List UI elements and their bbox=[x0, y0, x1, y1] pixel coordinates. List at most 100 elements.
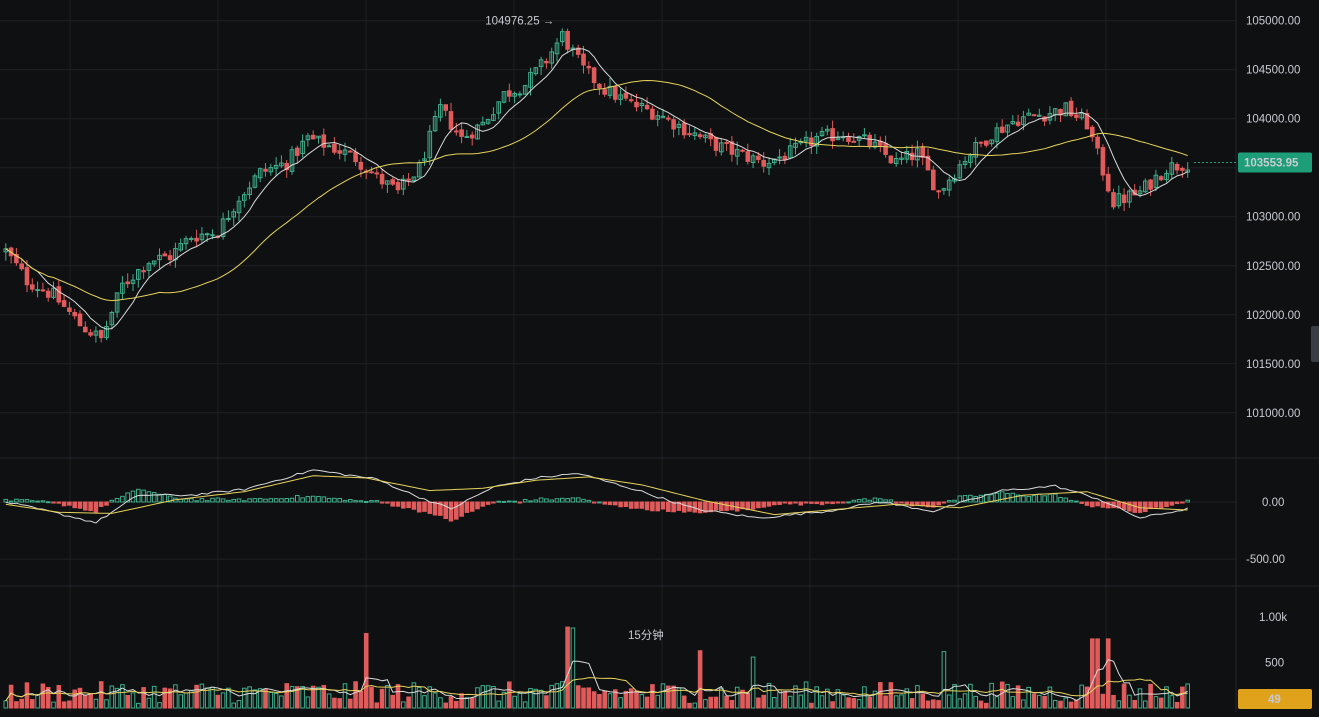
candle-body[interactable] bbox=[268, 167, 274, 173]
candle-body[interactable] bbox=[676, 123, 682, 128]
candle-body[interactable] bbox=[671, 119, 676, 130]
candle-body[interactable] bbox=[358, 161, 364, 170]
candle-body[interactable] bbox=[814, 135, 820, 147]
candle-body[interactable] bbox=[1095, 136, 1100, 149]
candle-body[interactable] bbox=[1063, 102, 1069, 117]
candle-body[interactable] bbox=[809, 137, 814, 147]
candle-body[interactable] bbox=[348, 150, 353, 153]
candle-body[interactable] bbox=[189, 237, 194, 240]
candle-body[interactable] bbox=[517, 93, 523, 96]
candle-body[interactable] bbox=[475, 124, 480, 140]
candle-body[interactable] bbox=[369, 171, 374, 174]
candle-body[interactable] bbox=[98, 329, 104, 339]
candle-body[interactable] bbox=[220, 218, 226, 238]
candle-body[interactable] bbox=[162, 253, 168, 257]
candle-body[interactable] bbox=[554, 42, 560, 55]
candle-body[interactable] bbox=[1010, 121, 1016, 125]
candle-body[interactable] bbox=[305, 135, 311, 141]
candle-body[interactable] bbox=[93, 330, 99, 336]
candle-body[interactable] bbox=[639, 103, 645, 107]
candle-body[interactable] bbox=[326, 145, 332, 148]
candle-body[interactable] bbox=[931, 169, 936, 191]
candle-body[interactable] bbox=[750, 155, 756, 163]
candle-body[interactable] bbox=[1084, 113, 1090, 130]
candle-body[interactable] bbox=[681, 122, 687, 136]
candle-body[interactable] bbox=[766, 162, 772, 169]
candle-body[interactable] bbox=[427, 130, 433, 159]
candle-body[interactable] bbox=[45, 290, 51, 298]
candle-body[interactable] bbox=[406, 178, 411, 181]
candle-body[interactable] bbox=[114, 292, 120, 313]
candle-body[interactable] bbox=[1015, 121, 1021, 126]
candle-body[interactable] bbox=[1116, 193, 1122, 207]
candle-body[interactable] bbox=[613, 86, 618, 100]
candle-body[interactable] bbox=[321, 134, 327, 148]
candle-body[interactable] bbox=[904, 150, 910, 160]
candle-body[interactable] bbox=[289, 149, 295, 172]
candle-body[interactable] bbox=[989, 139, 994, 145]
candle-body[interactable] bbox=[252, 175, 258, 188]
candle-body[interactable] bbox=[88, 332, 93, 336]
candle-body[interactable] bbox=[597, 83, 602, 89]
candle-body[interactable] bbox=[35, 289, 40, 292]
candle-body[interactable] bbox=[332, 143, 337, 153]
candle-body[interactable] bbox=[538, 59, 544, 68]
candle-body[interactable] bbox=[401, 178, 406, 190]
candle-body[interactable] bbox=[454, 130, 459, 133]
candle-body[interactable] bbox=[761, 159, 767, 167]
candle-body[interactable] bbox=[825, 128, 830, 132]
candle-body[interactable] bbox=[835, 137, 841, 141]
candle-body[interactable] bbox=[968, 155, 973, 163]
candle-body[interactable] bbox=[692, 132, 698, 137]
candle-body[interactable] bbox=[575, 47, 581, 55]
candle-body[interactable] bbox=[199, 233, 205, 241]
candle-body[interactable] bbox=[851, 140, 857, 143]
candle-body[interactable] bbox=[130, 279, 136, 284]
candle-body[interactable] bbox=[167, 255, 173, 261]
candle-body[interactable] bbox=[72, 311, 78, 317]
candle-body[interactable] bbox=[342, 149, 348, 155]
candle-body[interactable] bbox=[713, 137, 719, 151]
candle-body[interactable] bbox=[999, 126, 1005, 133]
candle-body[interactable] bbox=[448, 111, 454, 130]
candle-body[interactable] bbox=[893, 158, 899, 165]
candle-body[interactable] bbox=[316, 135, 321, 139]
candle-body[interactable] bbox=[787, 145, 793, 159]
candle-body[interactable] bbox=[109, 311, 115, 326]
candle-body[interactable] bbox=[650, 108, 655, 120]
candle-body[interactable] bbox=[374, 172, 380, 175]
candle-body[interactable] bbox=[210, 234, 215, 237]
candle-body[interactable] bbox=[1121, 194, 1127, 204]
candle-body[interactable] bbox=[978, 141, 984, 144]
candle-body[interactable] bbox=[602, 89, 608, 95]
candle-body[interactable] bbox=[1037, 114, 1042, 117]
candle-body[interactable] bbox=[390, 179, 395, 185]
candle-body[interactable] bbox=[1031, 114, 1037, 117]
candle-body[interactable] bbox=[1100, 147, 1106, 176]
candle-body[interactable] bbox=[120, 282, 125, 294]
candle-body[interactable] bbox=[984, 140, 989, 146]
candle-body[interactable] bbox=[1158, 176, 1164, 181]
candle-body[interactable] bbox=[236, 200, 242, 214]
candle-body[interactable] bbox=[1127, 190, 1132, 203]
candle-body[interactable] bbox=[560, 31, 565, 43]
candle-body[interactable] bbox=[745, 151, 751, 162]
candle-body[interactable] bbox=[1143, 180, 1148, 193]
candle-body[interactable] bbox=[14, 253, 19, 264]
candle-body[interactable] bbox=[194, 237, 199, 242]
candle-body[interactable] bbox=[464, 135, 470, 139]
candle-body[interactable] bbox=[941, 188, 947, 191]
candle-body[interactable] bbox=[379, 173, 385, 185]
candle-body[interactable] bbox=[469, 134, 475, 139]
candle-body[interactable] bbox=[337, 150, 342, 154]
candle-body[interactable] bbox=[183, 238, 189, 245]
candle-body[interactable] bbox=[565, 30, 570, 50]
candle-body[interactable] bbox=[24, 267, 30, 286]
candle-body[interactable] bbox=[862, 134, 867, 137]
candle-body[interactable] bbox=[528, 71, 533, 88]
candle-body[interactable] bbox=[867, 134, 873, 147]
candle-body[interactable] bbox=[395, 182, 401, 191]
candle-body[interactable] bbox=[1132, 189, 1138, 196]
candle-body[interactable] bbox=[899, 157, 904, 160]
